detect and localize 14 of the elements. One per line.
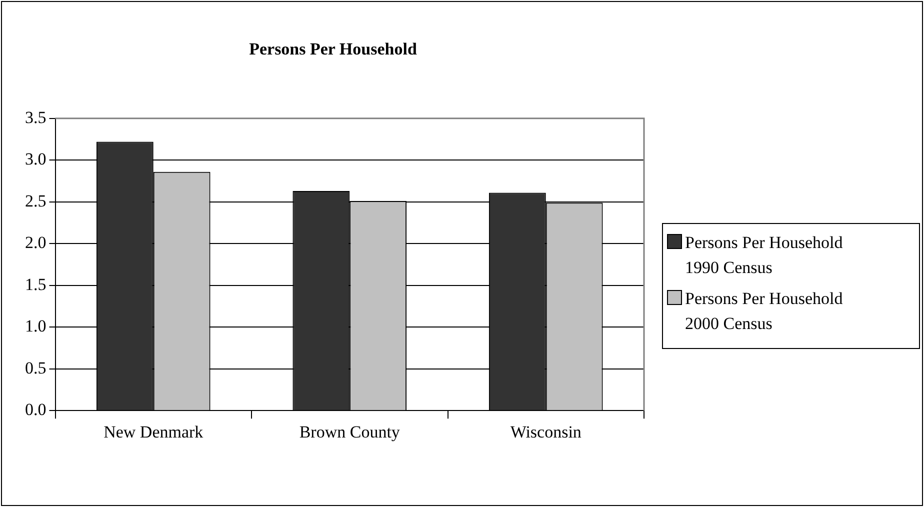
x-tick-label: Wisconsin (510, 422, 582, 442)
x-tick-label: Brown County (299, 422, 400, 442)
chart-title: Persons Per Household (249, 40, 418, 59)
x-tick-label: New Denmark (104, 422, 204, 442)
y-tick-label: 2.0 (25, 233, 46, 252)
y-tick-label: 3.0 (25, 150, 46, 169)
y-tick-label: 2.5 (25, 191, 46, 210)
y-tick-label: 0.0 (25, 400, 46, 420)
y-tick-label: 1.0 (25, 316, 46, 336)
y-tick-label: 3.5 (25, 108, 46, 127)
y-tick-label: 0.5 (25, 358, 46, 378)
legend-label: Persons Per Household 2000 Census (685, 288, 844, 335)
legend-label: Persons Per Household 1990 Census (685, 232, 844, 279)
y-tick-label: 1.5 (25, 274, 46, 294)
